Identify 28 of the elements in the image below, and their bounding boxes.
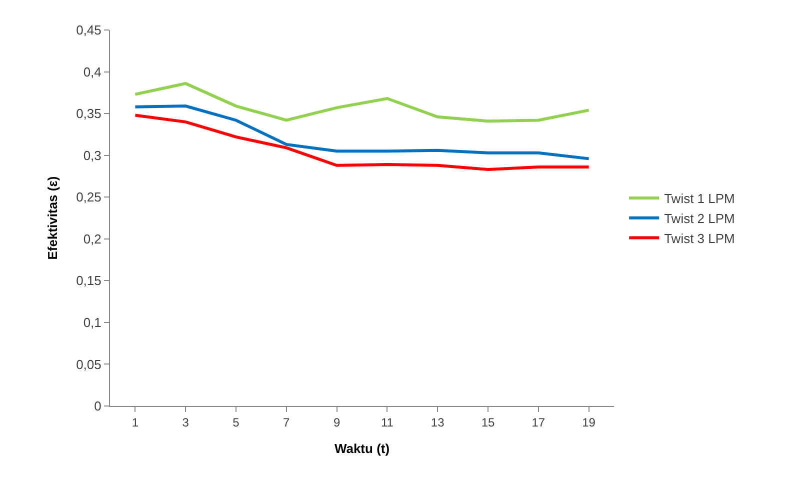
legend-label: Twist 2 LPM <box>664 210 735 226</box>
y-tick-label: 0,2 <box>83 231 102 246</box>
y-tick-label: 0,35 <box>76 106 102 122</box>
x-tick-label: 11 <box>380 415 394 430</box>
y-tick-label: 0,1 <box>83 314 102 330</box>
y-tick-label: 0,15 <box>76 273 102 288</box>
x-tick-label: 9 <box>333 415 340 430</box>
y-tick-label: 0,3 <box>83 148 102 163</box>
y-tick-label: 0 <box>94 398 102 414</box>
x-tick-label: 13 <box>430 415 445 430</box>
y-tick-label: 0,4 <box>83 64 102 80</box>
y-tick-label: 0,25 <box>76 190 102 205</box>
x-tick-label: 5 <box>232 415 240 430</box>
x-axis-title: Waktu (t) <box>334 441 390 456</box>
y-tick-label: 0,05 <box>76 356 102 372</box>
y-tick-label: 0,45 <box>76 22 102 38</box>
x-tick-label: 7 <box>283 415 290 430</box>
x-tick-label: 15 <box>481 415 495 430</box>
legend-label: Twist 3 LPM <box>664 230 735 246</box>
line-series <box>134 114 590 172</box>
x-tick-label: 3 <box>182 415 190 430</box>
y-axis-title: Efektivitas (ε) <box>45 176 60 260</box>
x-tick-label: 1 <box>132 415 139 430</box>
x-tick-label: 17 <box>532 415 546 430</box>
line-series <box>134 82 590 123</box>
legend-label: Twist 1 LPM <box>664 191 735 206</box>
line-series <box>134 104 590 160</box>
x-tick-label: 19 <box>582 415 596 430</box>
